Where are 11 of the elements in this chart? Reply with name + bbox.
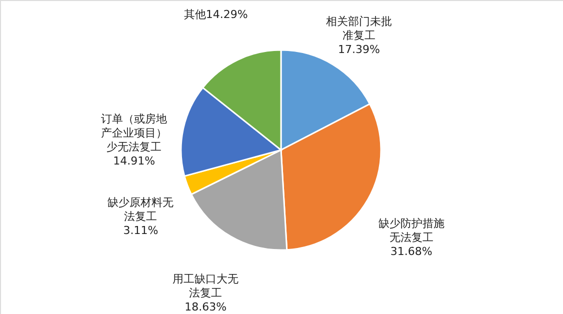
data-label: 3.11% [123,224,158,238]
slice-label: 缺少原材料无法复工 [108,196,174,224]
slice-label: 缺少防护措施无法复工 [378,217,444,244]
data-label: 17.39% [338,42,380,56]
data-label: 31.68% [390,245,432,258]
slice-label: 订单（或房地产企业项目）少无法复工 [101,112,168,154]
slice-label: 其他14.29% [184,8,248,21]
slice-label: 相关部门未批准复工 [326,14,392,42]
data-label: 14.91% [113,154,156,168]
slice-label: 用工缺口大无法复工 [172,272,239,300]
data-label: 18.63% [184,300,227,314]
